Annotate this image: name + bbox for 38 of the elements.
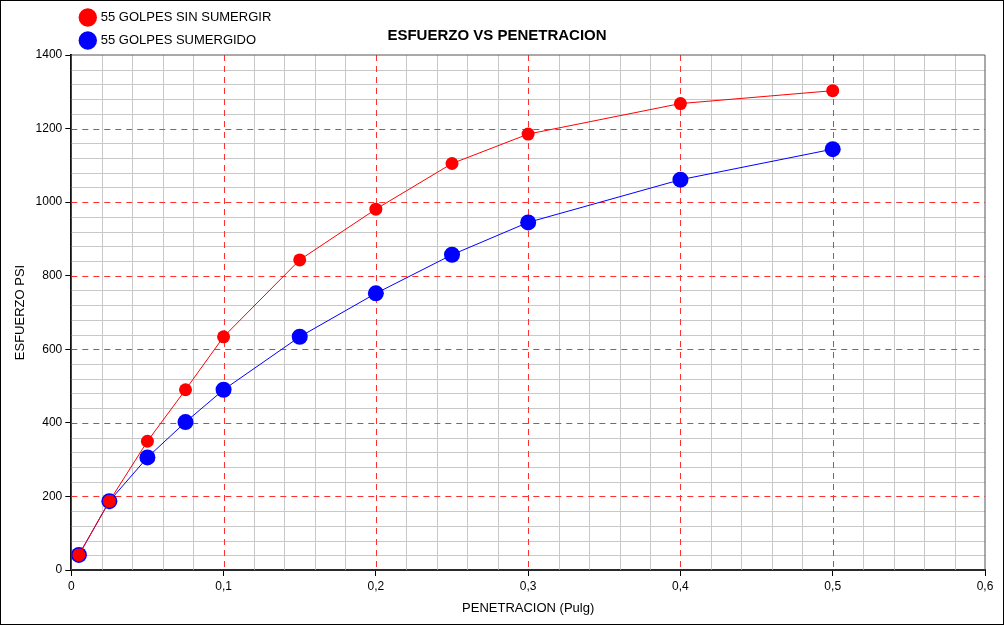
point bbox=[824, 141, 841, 158]
point bbox=[291, 328, 308, 345]
point bbox=[673, 97, 687, 111]
y-tick-label: 400 bbox=[42, 415, 63, 430]
y-tick-label: 1200 bbox=[35, 120, 63, 135]
x-tick-label: 0,2 bbox=[367, 578, 385, 593]
point bbox=[444, 246, 461, 263]
y-tick-label: 0 bbox=[55, 562, 63, 577]
y-tick-label: 1400 bbox=[35, 47, 63, 62]
point bbox=[826, 84, 840, 98]
x-tick-label: 0,5 bbox=[824, 578, 842, 593]
y-tick-label: 200 bbox=[42, 488, 63, 503]
point bbox=[140, 434, 154, 448]
x-tick-label: 0,4 bbox=[672, 578, 690, 593]
point bbox=[139, 449, 156, 466]
point bbox=[177, 414, 194, 431]
point bbox=[520, 214, 537, 231]
point bbox=[367, 285, 384, 302]
chart-title: ESFUERZO VS PENETRACION bbox=[387, 26, 607, 44]
x-tick-label: 0,1 bbox=[215, 578, 233, 593]
x-tick-label: 0,6 bbox=[976, 578, 994, 593]
y-tick-label: 1000 bbox=[35, 194, 63, 209]
point bbox=[369, 202, 383, 216]
x-tick-label: 0 bbox=[67, 578, 75, 593]
y-tick-label: 600 bbox=[42, 341, 63, 356]
x-tick-label: 0,3 bbox=[519, 578, 537, 593]
legend-label: 55 GOLPES SIN SUMERGIR bbox=[100, 9, 272, 25]
point bbox=[672, 171, 689, 188]
point bbox=[521, 127, 535, 141]
point bbox=[293, 253, 307, 267]
point bbox=[445, 157, 459, 171]
y-axis-title: ESFUERZO PSI bbox=[12, 264, 28, 361]
point bbox=[215, 381, 232, 398]
point bbox=[217, 330, 231, 344]
point bbox=[179, 383, 193, 397]
y-tick-label: 800 bbox=[42, 268, 63, 283]
legend-label: 55 GOLPES SUMERGIDO bbox=[100, 32, 257, 48]
x-axis-title: PENETRACION (Pulg) bbox=[462, 599, 595, 615]
